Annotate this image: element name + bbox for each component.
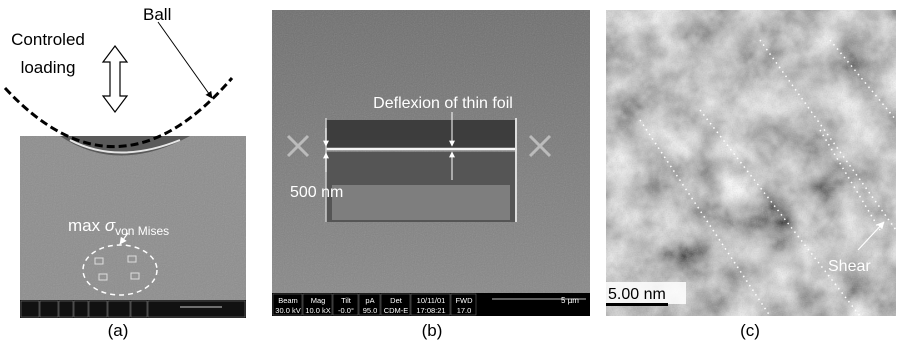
info-key: Tilt <box>341 296 352 305</box>
fiducial-x <box>528 134 552 158</box>
stress-label: max σvon Mises <box>68 216 169 238</box>
info-cell <box>358 293 381 316</box>
info-key: Det <box>390 296 403 305</box>
sem-texture <box>20 136 246 318</box>
info-cell <box>332 293 359 316</box>
info-value: 10.0 kX <box>305 306 330 315</box>
stress-region <box>82 244 158 296</box>
panel-label: (a) <box>108 321 129 340</box>
info-key: Beam <box>278 296 298 305</box>
stress-symbol: σ <box>105 216 116 235</box>
info-cell <box>410 293 451 316</box>
info-value: 17.0 <box>457 306 472 315</box>
info-value: 30.0 kV <box>275 306 300 315</box>
scale-bar <box>606 303 668 306</box>
info-key: pA <box>365 296 374 305</box>
info-cell <box>302 293 333 316</box>
trench-wall <box>332 185 510 220</box>
panel-c: Shear 5.00 nm <box>606 10 896 316</box>
ball-pointer <box>157 21 213 99</box>
info-key: 10/11/01 <box>417 296 446 305</box>
panel-a: Ball Controled loading max σvon Mises (a… <box>3 5 246 340</box>
marker <box>98 273 108 281</box>
info-key: Mag <box>311 296 326 305</box>
info-value: 95.0 <box>363 306 378 315</box>
stress-prefix: max <box>68 216 101 235</box>
deflexion-label: Deflexion of thin foil <box>373 95 513 112</box>
scale-label: 500 nm <box>290 184 343 201</box>
loading-arrow <box>101 45 129 113</box>
scale-background <box>606 282 686 304</box>
panel-label: (b) <box>422 321 443 340</box>
loading-label: Controled <box>11 30 85 49</box>
info-cells <box>20 300 246 318</box>
shear-label: Shear <box>828 258 871 275</box>
tem-texture <box>606 10 896 316</box>
info-cell <box>380 293 411 316</box>
stress-subscript: von Mises <box>115 224 169 238</box>
fiducial-x <box>286 134 310 158</box>
info-value: -0.0° <box>338 306 354 315</box>
loading-label: loading <box>21 58 76 77</box>
info-bar <box>20 300 246 318</box>
scale-label: 5.00 nm <box>608 286 666 303</box>
trench-top <box>326 120 516 150</box>
marker <box>127 255 137 263</box>
marker <box>130 272 140 280</box>
info-value: CDM-E <box>384 306 409 315</box>
stress-pointer <box>119 232 129 245</box>
ball-label: Ball <box>143 5 171 24</box>
info-value: 17:08:21 <box>416 306 445 315</box>
info-cell <box>272 293 303 316</box>
shear-arrow <box>857 221 885 251</box>
marker <box>94 257 104 265</box>
scale-bar-label: 5 µm <box>561 296 579 305</box>
shear-bands <box>639 39 896 316</box>
panel-label: (c) <box>740 321 760 340</box>
contact-edge <box>69 139 181 154</box>
ball-outline <box>3 77 234 148</box>
info-key: FWD <box>455 296 473 305</box>
info-cell <box>450 293 477 316</box>
